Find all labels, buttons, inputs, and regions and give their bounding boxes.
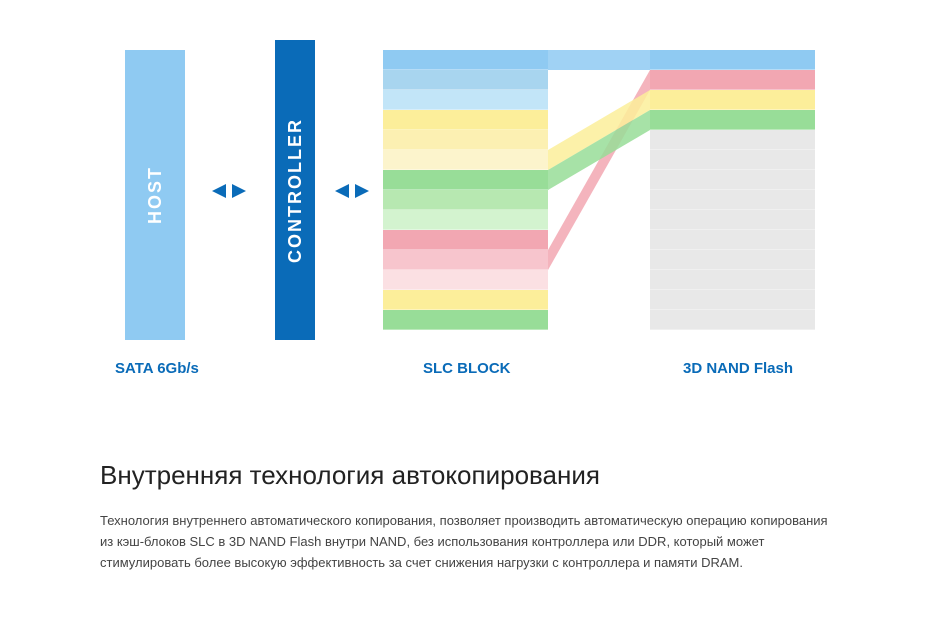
flow-band (548, 70, 650, 270)
flow-band (548, 50, 650, 70)
slc-stripe (383, 210, 548, 230)
nand-stripe (650, 170, 815, 190)
controller-label: CONTROLLER (285, 118, 306, 263)
arrow-left-icon (335, 184, 349, 198)
nand-stripe (650, 50, 815, 70)
slc-stripe (383, 290, 548, 310)
sata-label: SATA 6Gb/s (115, 360, 199, 377)
slc-stripe (383, 230, 548, 250)
nand-stripe (650, 190, 815, 210)
nand-stripe (650, 250, 815, 270)
nand-stripe (650, 150, 815, 170)
arrow-left-icon (212, 184, 226, 198)
nand-stripe (650, 230, 815, 250)
nand-stripe (650, 110, 815, 130)
section-heading: Внутренняя технология автокопирования (100, 460, 834, 491)
nand-stripe (650, 90, 815, 110)
section-paragraph: Технология внутреннего автоматического к… (100, 511, 834, 573)
text-section: Внутренняя технология автокопирования Те… (0, 460, 934, 573)
slc-stripe (383, 130, 548, 150)
nand-stripe (650, 310, 815, 330)
arrow-right-icon (232, 184, 246, 198)
arrow-right-icon (355, 184, 369, 198)
controller-block: CONTROLLER (275, 40, 315, 340)
host-block: HOST (125, 50, 185, 340)
nand-stripe (650, 210, 815, 230)
host-label: HOST (145, 166, 166, 224)
slc-block (383, 50, 548, 330)
diagram-area: HOST CONTROLLER SATA 6Gb/s SLC BLOCK 3D … (0, 0, 934, 400)
flow-band (548, 90, 650, 170)
nand-stripe (650, 270, 815, 290)
slc-stripe (383, 50, 548, 70)
slc-stripe (383, 150, 548, 170)
slc-stripe (383, 190, 548, 210)
slc-stripe (383, 110, 548, 130)
flow-connectors (548, 50, 650, 350)
arrow-pair-controller-slc (335, 184, 369, 198)
slc-label: SLC BLOCK (423, 360, 511, 377)
slc-stripe (383, 250, 548, 270)
nand-stripe (650, 70, 815, 90)
nand-block (650, 50, 815, 330)
slc-stripe (383, 70, 548, 90)
slc-stripe (383, 270, 548, 290)
nand-stripe (650, 130, 815, 150)
nand-label: 3D NAND Flash (683, 360, 793, 377)
slc-stripe (383, 170, 548, 190)
slc-stripe (383, 310, 548, 330)
flow-band (548, 110, 650, 190)
nand-stripe (650, 290, 815, 310)
slc-stripe (383, 90, 548, 110)
arrow-pair-host-controller (212, 184, 246, 198)
